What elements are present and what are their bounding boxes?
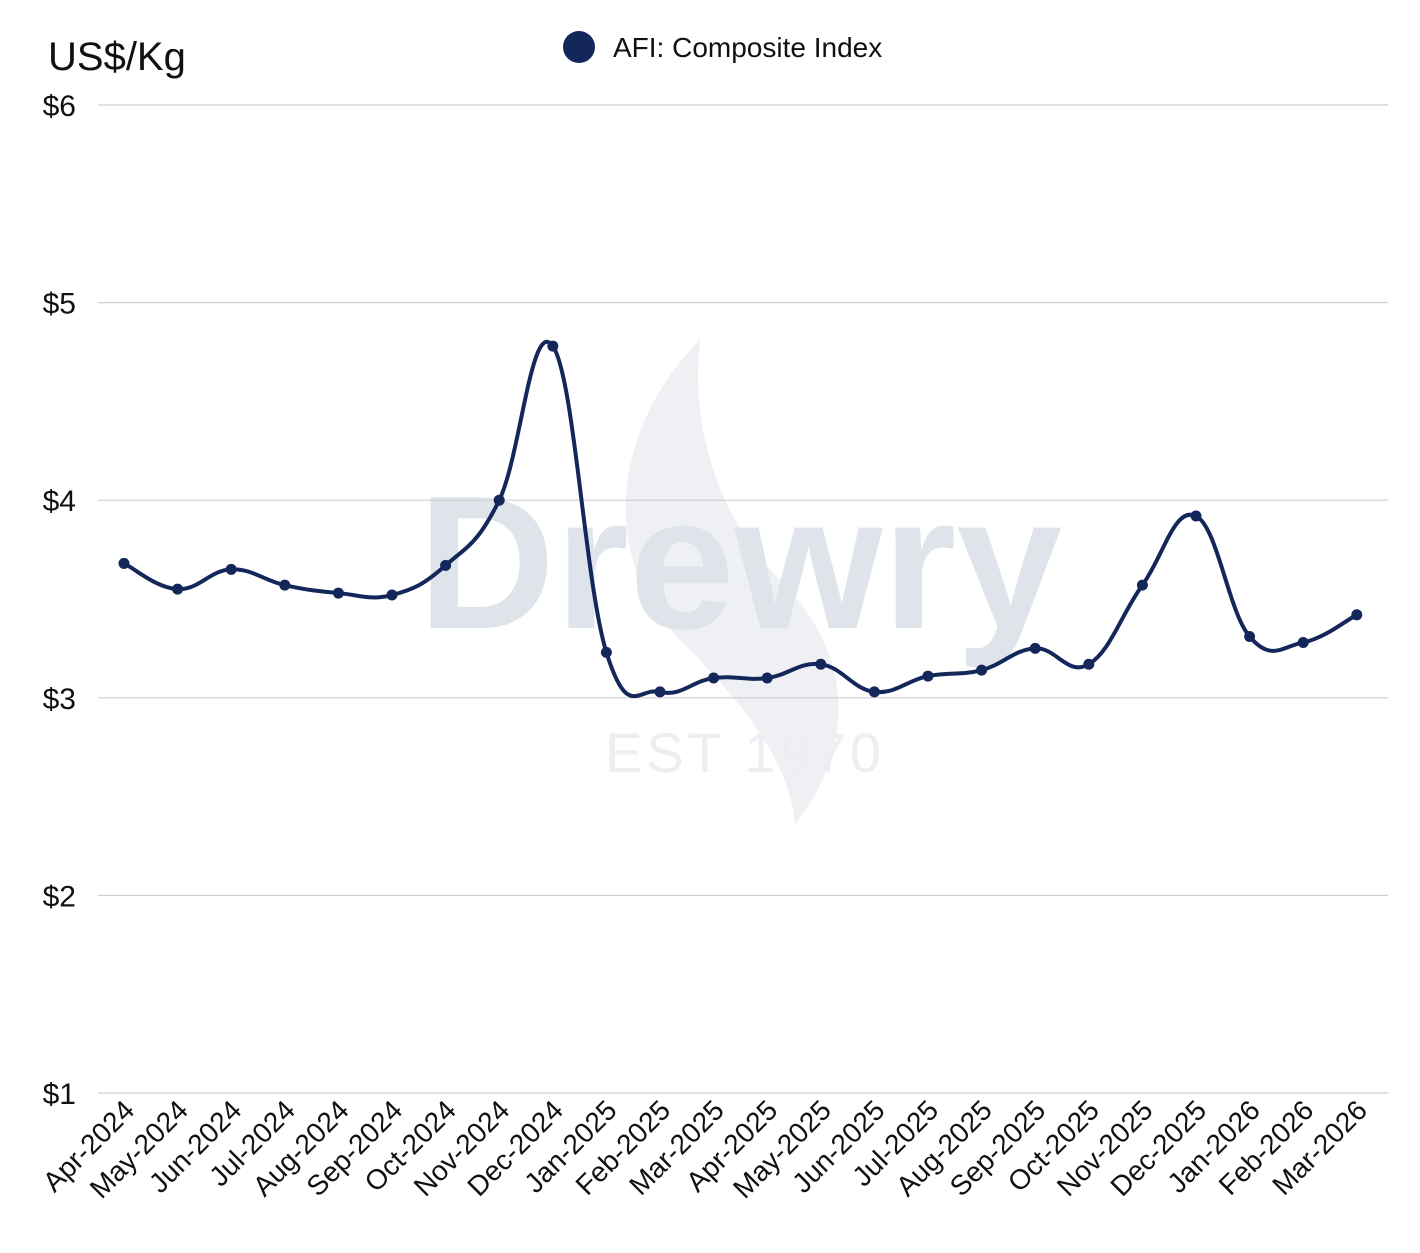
legend-marker	[563, 31, 595, 63]
y-tick-label: $5	[43, 288, 76, 321]
data-point	[761, 672, 773, 684]
data-point	[1244, 631, 1256, 643]
gridlines	[98, 104, 1388, 1094]
data-point	[815, 658, 827, 670]
legend-label: AFI: Composite Index	[613, 32, 882, 63]
data-point	[1190, 510, 1202, 522]
data-point	[868, 686, 880, 698]
data-point	[1029, 642, 1041, 654]
x-axis-ticks: Apr-2024May-2024Jun-2024Jul-2024Aug-2024…	[37, 1094, 1373, 1204]
data-point	[654, 686, 666, 698]
data-point	[922, 670, 934, 682]
y-axis-ticks: $1 $2 $3 $4 $5 $6	[43, 90, 76, 1111]
legend: AFI: Composite Index	[563, 31, 882, 63]
y-tick-label: $1	[43, 1078, 76, 1111]
y-tick-label: $4	[43, 485, 76, 518]
data-point	[440, 559, 452, 571]
watermark-subtitle: EST 1970	[605, 721, 885, 784]
data-point	[600, 646, 612, 658]
unit-label: US$/Kg	[48, 35, 186, 79]
data-point	[708, 672, 720, 684]
data-point	[1297, 636, 1309, 648]
watermark-flame-icon	[625, 340, 839, 825]
y-tick-label: $2	[43, 880, 76, 913]
data-point	[1351, 609, 1363, 621]
data-point	[547, 340, 559, 352]
watermark-brand: Drewry	[418, 457, 1062, 669]
data-point	[1083, 658, 1095, 670]
data-point	[493, 494, 505, 506]
data-point	[172, 583, 184, 595]
data-point	[1136, 579, 1148, 591]
data-point	[386, 589, 398, 601]
data-point	[225, 563, 237, 575]
data-point	[976, 664, 988, 676]
y-tick-label: $6	[43, 90, 76, 123]
data-point	[118, 557, 130, 569]
data-point	[279, 579, 291, 591]
y-tick-label: $3	[43, 683, 76, 716]
series-group	[118, 340, 1363, 699]
watermark: Drewry EST 1970	[418, 340, 1062, 825]
data-point	[332, 587, 344, 599]
